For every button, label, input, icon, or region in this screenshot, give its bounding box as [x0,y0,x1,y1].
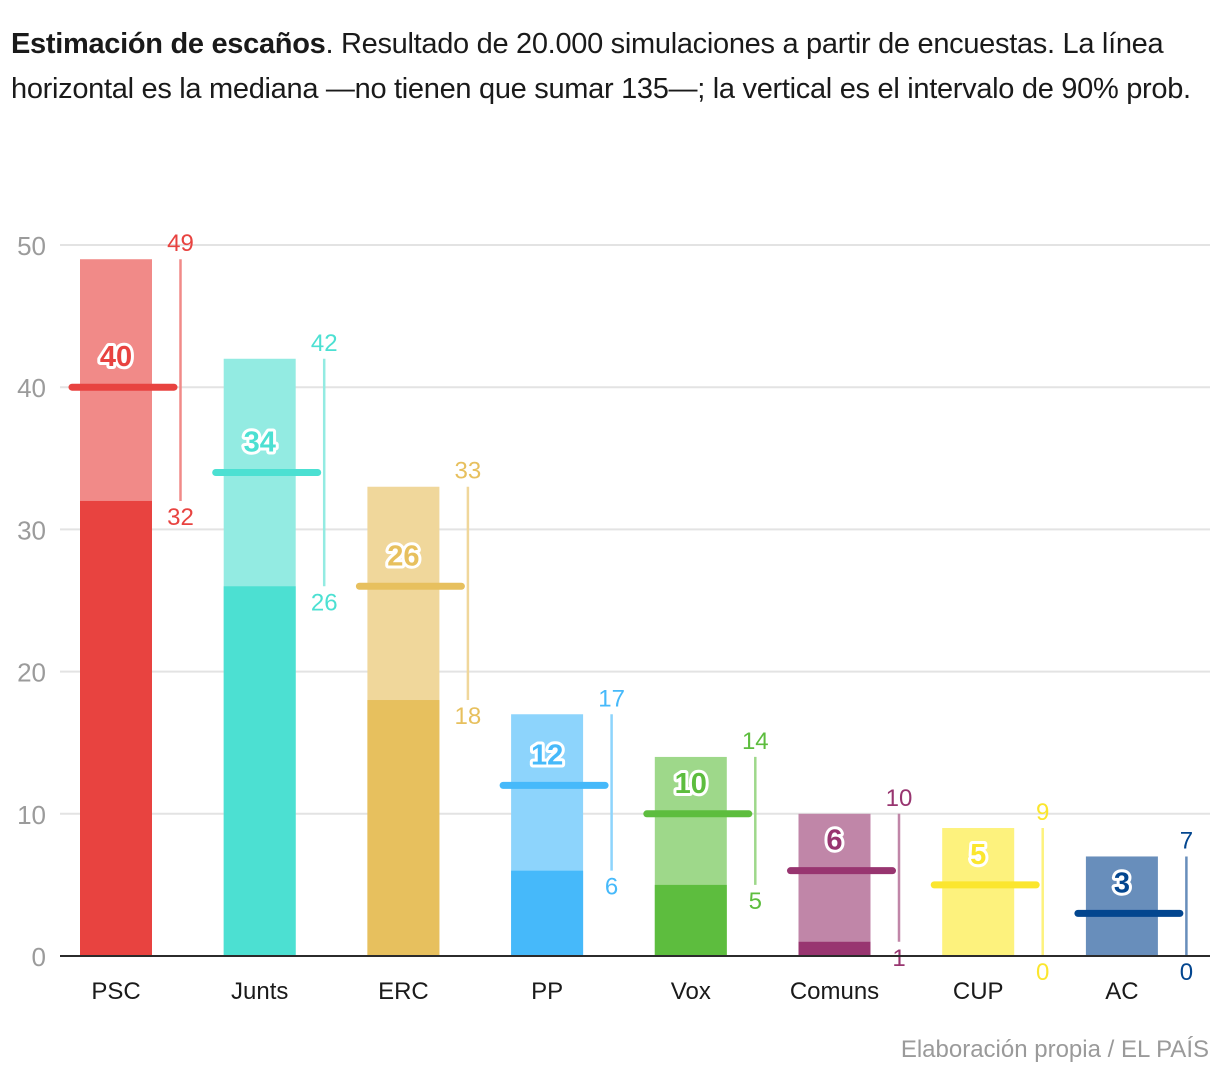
y-tick-label: 50 [17,231,46,261]
x-tick-label: Vox [671,978,711,1005]
party-group-comuns: 10 1 6 [787,785,913,972]
median-label: 6 [826,825,842,857]
party-group-erc: 33 18 26 [355,458,482,956]
median-label: 34 [244,427,276,459]
source-credit: Elaboración propia / EL PAÍS [900,1036,1209,1063]
interval-low-bar [80,500,152,956]
party-group-junts: 42 26 34 [212,330,338,956]
x-tick-label: PSC [91,978,140,1005]
median-label: 40 [100,341,132,373]
median-label: 12 [531,739,563,771]
interval-high-label: 7 [1180,827,1193,854]
interval-high-label: 33 [455,458,482,485]
party-group-vox: 14 5 10 [643,728,769,956]
interval-low-label: 5 [749,888,762,915]
bars: 49 32 40 42 26 34 33 18 26 17 6 12 14 5 10 10 1 6 9 0 5 7 0 3 [68,230,1193,986]
median-label: 5 [970,839,986,871]
interval-low-label: 1 [892,945,905,972]
x-tick-label: Junts [231,978,288,1005]
interval-low-bar [798,941,871,956]
interval-low-bar [511,870,584,956]
party-group-ac: 7 0 3 [1074,827,1193,986]
interval-low-label: 18 [455,703,482,730]
interval-high-label: 10 [886,785,913,812]
interval-low-label: 32 [167,504,194,531]
x-axis-ticks: PSC Junts ERC PP Vox Comuns CUP AC [91,978,1138,1005]
y-tick-label: 40 [17,373,46,403]
median-label: 3 [1114,867,1130,899]
median-label: 10 [675,768,707,800]
x-tick-label: ERC [378,978,429,1005]
party-group-cup: 9 0 5 [930,799,1049,986]
x-tick-label: PP [531,978,563,1005]
title-description: . Resultado de 20.000 simulaciones a par… [11,28,1191,105]
interval-low-label: 6 [605,874,618,901]
interval-high-bar [1085,856,1158,956]
x-tick-label: Comuns [790,978,879,1005]
interval-low-bar [654,884,727,956]
interval-high-bar [798,813,871,956]
interval-low-bar [223,586,296,956]
median-label: 26 [387,540,419,572]
interval-low-label: 26 [311,589,338,616]
y-axis-ticks: 0 10 20 30 40 50 [17,231,46,972]
interval-low-label: 0 [1036,959,1049,986]
y-tick-label: 0 [32,942,46,972]
interval-high-label: 42 [311,330,338,357]
x-tick-label: AC [1105,978,1138,1005]
interval-high-bar [942,828,1015,956]
interval-low-bar [367,700,440,956]
interval-high-label: 49 [167,230,194,257]
x-tick-label: CUP [953,978,1004,1005]
party-group-psc: 49 32 40 [68,230,194,957]
interval-high-label: 9 [1036,799,1049,826]
y-tick-label: 20 [17,658,46,688]
y-tick-label: 30 [17,515,46,545]
title-bold: Estimación de escaños [11,28,326,60]
interval-low-label: 0 [1180,959,1193,986]
party-group-pp: 17 6 12 [499,685,625,956]
interval-high-label: 14 [742,728,769,755]
y-tick-label: 10 [17,800,46,830]
interval-high-label: 17 [598,685,625,712]
chart-title: Estimación de escaños. Resultado de 20.0… [11,22,1191,112]
